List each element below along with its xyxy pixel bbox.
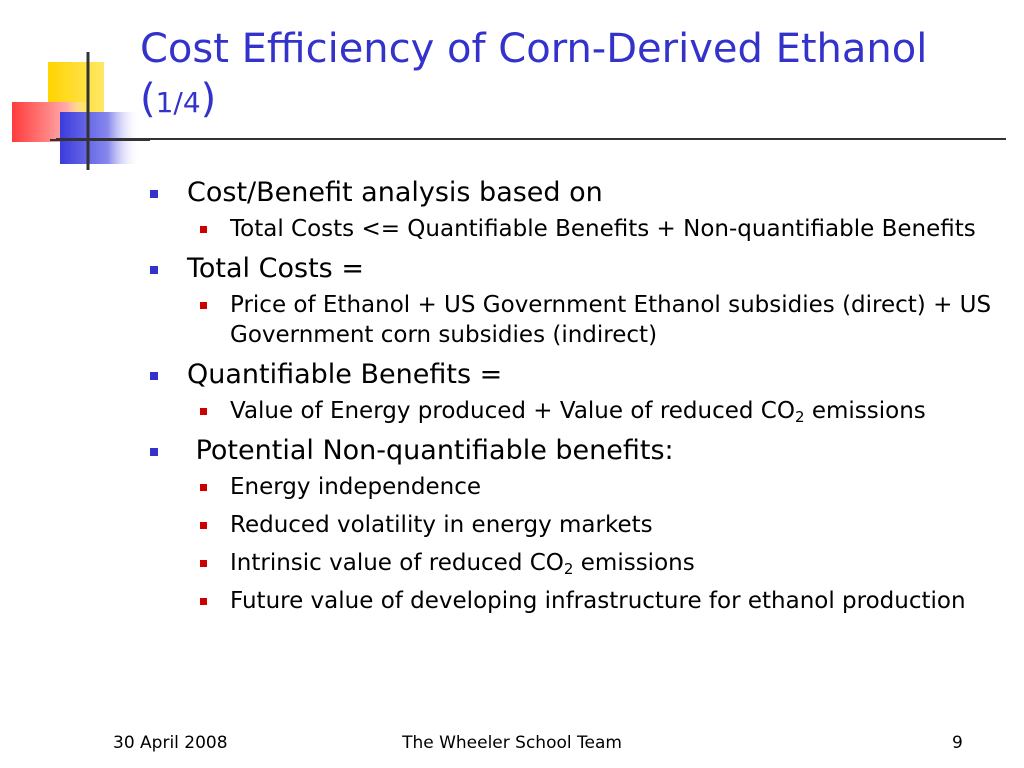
- bullet-square-icon: [150, 448, 158, 456]
- sub-bullet-square-icon: [200, 302, 207, 309]
- sub-bullet-energy-independence: Energy independence: [150, 472, 1010, 502]
- sub-bullet-text: Reduced volatility in energy markets: [230, 512, 653, 538]
- sub-bullet-text: Future value of developing infrastructur…: [230, 588, 966, 614]
- bullet-text: Cost/Benefit analysis based on: [187, 177, 603, 208]
- title-main: Cost Efficiency of Corn-Derived Ethanol: [140, 26, 928, 72]
- bullet-text: Potential Non-quantifiable benefits:: [187, 435, 674, 466]
- sub-bullet-energy-co2-value: Value of Energy produced + Value of redu…: [150, 396, 1010, 426]
- sub-bullet-square-icon: [200, 226, 207, 233]
- bullet-square-icon: [150, 190, 158, 198]
- sub-bullet-text: Total Costs <= Quantifiable Benefits + N…: [230, 216, 976, 242]
- co2-subscript: 2: [563, 560, 574, 578]
- bullet-quantifiable-benefits: Quantifiable Benefits =: [150, 358, 1010, 392]
- co2-subscript: 2: [794, 408, 805, 426]
- bullet-square-icon: [150, 266, 158, 274]
- sub-bullet-square-icon: [200, 560, 207, 567]
- sub-bullet-future-infrastructure: Future value of developing infrastructur…: [150, 586, 1010, 616]
- sub-bullet-square-icon: [200, 484, 207, 491]
- bullet-square-icon: [150, 372, 158, 380]
- sub-bullet-text-post: emissions: [804, 398, 926, 424]
- sub-bullet-square-icon: [200, 598, 207, 605]
- bullet-total-costs: Total Costs =: [150, 252, 1010, 286]
- sub-bullet-text-post: emissions: [573, 550, 695, 576]
- title-fraction: 1/4: [155, 86, 201, 119]
- sub-bullet-square-icon: [200, 408, 207, 415]
- title-open-paren: (: [140, 76, 156, 122]
- slide-title: Cost Efficiency of Corn-Derived Ethanol …: [140, 24, 1010, 128]
- decorative-squares-graphic: [12, 52, 150, 170]
- bullet-text: Quantifiable Benefits =: [187, 359, 503, 390]
- footer-team-name: The Wheeler School Team: [402, 733, 622, 753]
- footer-page-number: 9: [952, 733, 963, 753]
- bullet-non-quantifiable-benefits: Potential Non-quantifiable benefits:: [150, 434, 1010, 468]
- sub-bullet-total-costs-inequality: Total Costs <= Quantifiable Benefits + N…: [150, 214, 1010, 244]
- title-close-paren: ): [200, 76, 217, 122]
- sub-bullet-intrinsic-co2-value: Intrinsic value of reduced CO2 emissions: [150, 548, 1010, 578]
- bullet-cost-benefit: Cost/Benefit analysis based on: [150, 176, 1010, 210]
- footer-date: 30 April 2008: [113, 733, 228, 753]
- sub-bullet-text: Price of Ethanol + US Government Ethanol…: [230, 292, 992, 348]
- title-divider: [56, 138, 1006, 140]
- sub-bullet-text-pre: Value of Energy produced + Value of redu…: [230, 398, 795, 424]
- bullet-text: Total Costs =: [187, 253, 364, 284]
- sub-bullet-text-pre: Intrinsic value of reduced CO: [230, 550, 564, 576]
- sub-bullet-price-subsidies: Price of Ethanol + US Government Ethanol…: [150, 290, 1010, 350]
- sub-bullet-text: Energy independence: [230, 474, 482, 500]
- bullet-list: Cost/Benefit analysis based on Total Cos…: [150, 176, 1010, 624]
- sub-bullet-reduced-volatility: Reduced volatility in energy markets: [150, 510, 1010, 540]
- sub-bullet-square-icon: [200, 522, 207, 529]
